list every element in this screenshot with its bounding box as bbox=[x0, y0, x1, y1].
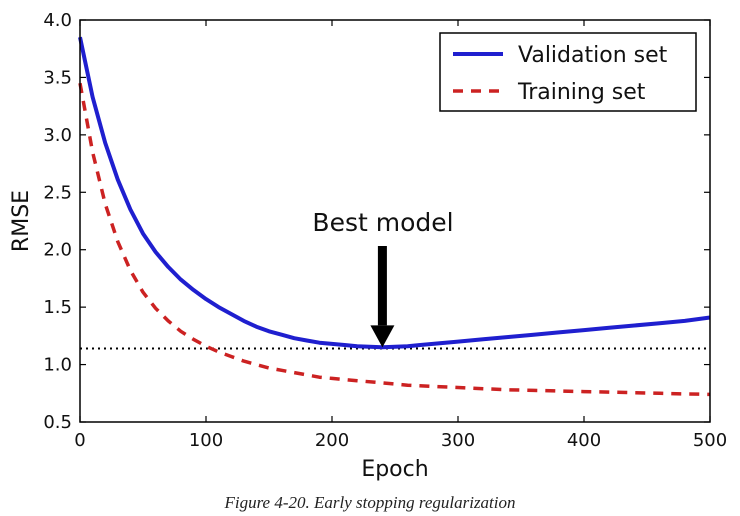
best-model-annotation: Best model bbox=[312, 208, 454, 348]
arrow-head bbox=[370, 325, 395, 348]
x-tick-label: 200 bbox=[315, 430, 349, 451]
legend-training-label: Training set bbox=[517, 80, 646, 105]
best-model-label: Best model bbox=[312, 208, 453, 237]
plot-area bbox=[78, 36, 711, 397]
x-axis-label: Epoch bbox=[361, 457, 428, 482]
y-tick-label: 2.5 bbox=[43, 182, 72, 203]
y-tick-label: 1.5 bbox=[43, 297, 72, 318]
chart: 0 100 200 300 400 500 0.5 1.0 1.5 2.0 2.5 3.0 3.5 4.0… bbox=[9, 10, 727, 482]
y-tick-label: 3.0 bbox=[43, 125, 72, 146]
x-tick-label: 500 bbox=[693, 430, 727, 451]
series-line-validation-set bbox=[78, 36, 711, 350]
y-tick-label: 1.0 bbox=[43, 355, 72, 376]
x-tick-label: 0 bbox=[74, 430, 85, 451]
x-tick-label: 400 bbox=[567, 430, 601, 451]
best-model-arrow bbox=[370, 246, 395, 348]
y-tick-label: 2.0 bbox=[43, 240, 72, 261]
y-tick-label: 0.5 bbox=[43, 412, 72, 433]
arrow-shaft bbox=[377, 246, 387, 326]
series-line-training-set bbox=[78, 82, 711, 397]
legend-validation-label: Validation set bbox=[518, 43, 668, 68]
figure-caption: Figure 4-20. Early stopping regularizati… bbox=[224, 493, 516, 512]
x-tick-label: 100 bbox=[189, 430, 223, 451]
x-tick-label: 300 bbox=[441, 430, 475, 451]
y-axis-label: RMSE bbox=[9, 190, 34, 252]
y-tick-label: 4.0 bbox=[43, 10, 72, 31]
plot-frame bbox=[79, 19, 711, 423]
legend: Validation set Training set bbox=[439, 32, 697, 112]
y-tick-label: 3.5 bbox=[43, 67, 72, 88]
axis-ticks: 0 100 200 300 400 500 0.5 1.0 1.5 2.0 2.5 3.0 3.5 4.0 bbox=[43, 10, 727, 451]
legend-box bbox=[439, 32, 697, 112]
